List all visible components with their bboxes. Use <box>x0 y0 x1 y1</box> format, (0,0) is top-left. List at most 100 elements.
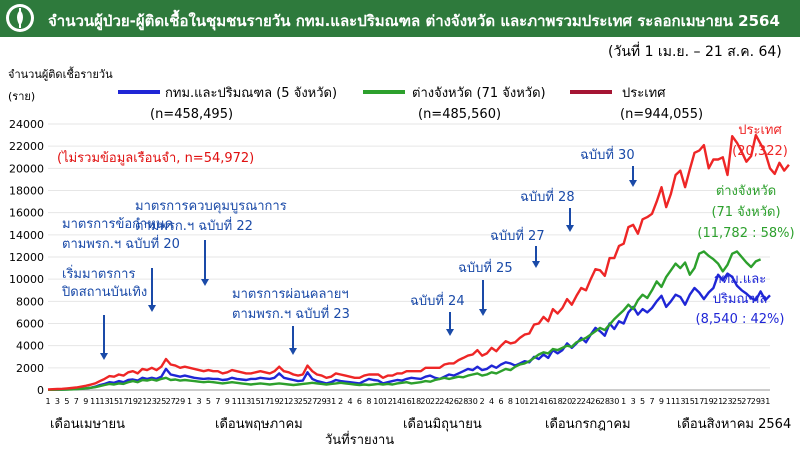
y-tick-label: 24000 <box>9 118 44 131</box>
x-tick-label: 27 <box>307 397 317 406</box>
x-tick-label: 3 <box>196 397 201 406</box>
x-tick-label: 27 <box>166 397 176 406</box>
x-tick-label: 28 <box>458 397 468 406</box>
annotation-arrow-head <box>289 348 297 355</box>
annotation-label: มาตรการควบคุมบูรณาการตามพรก.ฯ ฉบับที่ 22 <box>135 199 287 234</box>
y-tick-label: 12000 <box>9 251 44 264</box>
x-tick-label: 24 <box>439 397 449 406</box>
x-tick-label: 19 <box>269 397 279 406</box>
x-tick-label: 23 <box>288 397 298 406</box>
x-tick-label: 26 <box>449 397 459 406</box>
x-tick-label: 8 <box>366 397 371 406</box>
x-tick-label: 24 <box>581 397 591 406</box>
x-tick-label: 13 <box>100 397 110 406</box>
x-tick-label: 29 <box>751 397 761 406</box>
x-tick-label: 19 <box>128 397 138 406</box>
x-tick-label: 2 <box>338 397 343 406</box>
x-tick-label: 21 <box>713 397 723 406</box>
x-tick-label: 13 <box>675 397 685 406</box>
x-tick-label: 31 <box>760 397 770 406</box>
x-axis-title: วันที่รายงาน <box>325 431 394 448</box>
y-tick-label: 0 <box>37 384 44 397</box>
x-tick-label: 25 <box>298 397 308 406</box>
x-tick-label: 3 <box>631 397 636 406</box>
x-tick-label: 8 <box>508 397 513 406</box>
month-label: เดือนเมษายน <box>50 416 125 432</box>
date-range: (วันที่ 1 เม.ย. – 21 ส.ค. 64) <box>608 44 782 60</box>
x-tick-labels: 1 3 5 7 9 11 13 15 17 19 21 23 25 27 29 1 3 5 7 9 11 13 15 17 19… <box>45 397 770 406</box>
annotation-label: ฉบับที่ 25 <box>458 259 513 276</box>
x-tick-label: 29 <box>175 397 185 406</box>
series-line-1 <box>48 250 762 391</box>
annotation-label: ฉบับที่ 28 <box>520 188 575 205</box>
grid <box>48 123 770 369</box>
legend: กทม.และปริมณฑล (5 จังหวัด) (n=458,495) ต่า… <box>118 86 703 122</box>
x-tick-label: 5 <box>640 397 645 406</box>
x-tick-label: 28 <box>600 397 610 406</box>
annotation-arrow-head <box>446 329 454 336</box>
y-axis-title: จำนวนผู้ติดเชื้อรายวัน (ราย) <box>8 64 128 108</box>
x-tick-label: 15 <box>251 397 261 406</box>
x-tick-label: 6 <box>357 397 362 406</box>
x-tick-label: 23 <box>147 397 157 406</box>
y-axis-title-text: จำนวนผู้ติดเชื้อรายวัน (ราย) <box>8 68 113 103</box>
x-tick-label: 5 <box>206 397 211 406</box>
x-tick-label: 5 <box>64 397 69 406</box>
x-tick-label: 6 <box>498 397 503 406</box>
x-tick-label: 17 <box>118 397 128 406</box>
x-tick-label: 14 <box>534 397 544 406</box>
y-tick-label: 14000 <box>9 229 44 242</box>
x-tick-label: 13 <box>241 397 251 406</box>
legend-label: ประเทศ <box>622 86 666 101</box>
x-tick-label: 12 <box>524 397 534 406</box>
month-label: เดือนสิงหาคม 2564 <box>677 416 791 432</box>
x-tick-label: 12 <box>383 397 393 406</box>
legend-total: (n=458,495) <box>150 107 233 122</box>
x-tick-label: 26 <box>590 397 600 406</box>
prison-note: (ไม่รวมข้อมูลเรือนจำ, n=54,972) <box>57 151 255 166</box>
x-tick-label: 7 <box>74 397 79 406</box>
x-tick-label: 18 <box>411 397 421 406</box>
x-tick-label: 27 <box>741 397 751 406</box>
annotation-label: ฉบับที่ 24 <box>410 292 465 309</box>
annotation-arrow-head <box>100 353 108 360</box>
x-tick-label: 31 <box>326 397 336 406</box>
y-tick-label: 6000 <box>16 318 44 331</box>
x-tick-label: 23 <box>722 397 732 406</box>
x-tick-label: 17 <box>260 397 270 406</box>
x-tick-label: 7 <box>215 397 220 406</box>
end-label: ต่างจังหวัด(71 จังหวัด) (11,782 : 58%) <box>697 184 794 241</box>
y-tick-label: 22000 <box>9 140 44 153</box>
x-tick-label: 11 <box>232 397 242 406</box>
legend-label: กทม.และปริมณฑล (5 จังหวัด) <box>165 86 337 101</box>
annotation-arrow-head <box>532 261 540 268</box>
x-tick-label: 7 <box>649 397 654 406</box>
annotation-label: ฉบับที่ 27 <box>490 227 545 244</box>
annotation-arrow-head <box>201 279 209 286</box>
y-tick-labels: 0 2000 4000 6000 8000 10000 12000 14000 16000 180… <box>9 118 44 397</box>
month-label: เดือนกรกฎาคม <box>545 416 631 432</box>
x-tick-label: 17 <box>694 397 704 406</box>
x-tick-label: 1 <box>187 397 192 406</box>
annotation-arrow-head <box>148 305 156 312</box>
y-tick-label: 18000 <box>9 185 44 198</box>
legend-label: ต่างจังหวัด (71 จังหวัด) <box>412 86 546 101</box>
x-tick-label: 16 <box>543 397 553 406</box>
x-tick-label: 11 <box>666 397 676 406</box>
x-tick-label: 9 <box>659 397 664 406</box>
x-tick-label: 10 <box>373 397 383 406</box>
x-tick-label: 29 <box>317 397 327 406</box>
x-tick-label: 11 <box>90 397 100 406</box>
series-lines <box>47 133 790 391</box>
annotation-label: ฉบับที่ 30 <box>580 146 635 163</box>
y-tick-label: 20000 <box>9 162 44 175</box>
legend-total: (n=485,560) <box>418 107 501 122</box>
month-labels: เดือนเมษายน เดือนพฤษภาคม เดือนมิถุนายน เดือ… <box>50 416 791 448</box>
end-label: กทม.และปริมณฑล(8,540 : 42%) <box>696 272 785 327</box>
annotations: เริ่มมาตรการปิดสถานบันเทิง มาตรการข้อกำหน… <box>61 146 637 360</box>
end-label: ประเทศ(20,322) <box>732 123 788 159</box>
series-line-2 <box>47 133 790 391</box>
x-tick-label: 1 <box>621 397 626 406</box>
annotation-label: เริ่มมาตรการปิดสถานบันเทิง <box>61 265 147 300</box>
